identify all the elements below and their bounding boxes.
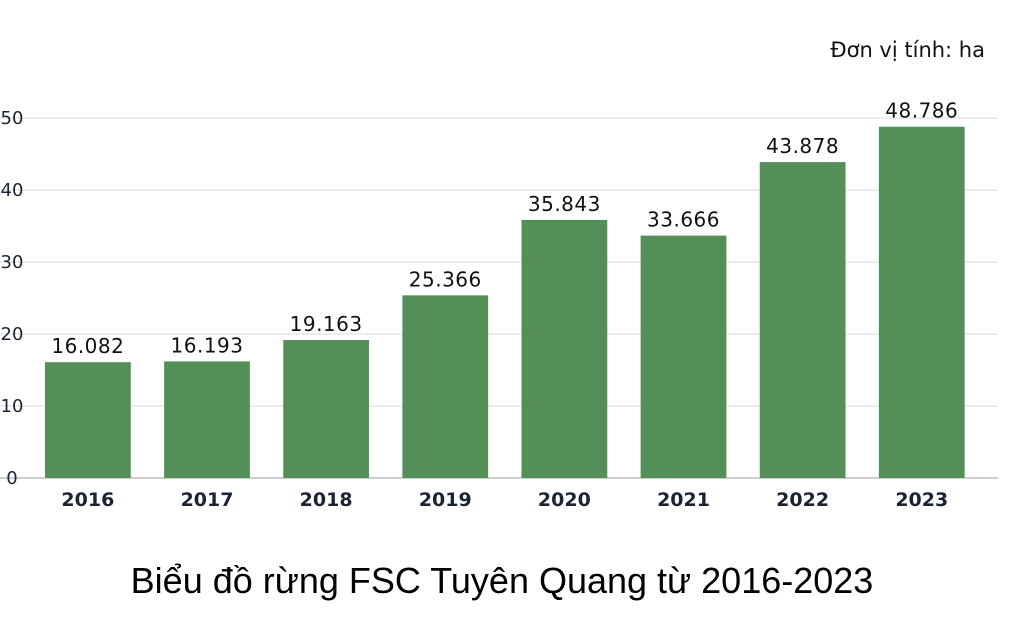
data-label: 48.786 [885,99,958,123]
data-label: 16.082 [51,334,124,358]
bar [759,162,846,478]
x-tick-label: 2019 [419,489,472,511]
bar [402,295,489,478]
y-tick-label: 20 [1,324,24,345]
x-tick-label: 2021 [657,489,710,511]
x-tick-label: 2017 [181,489,234,511]
y-tick-label: 50 [1,108,24,129]
data-label: 19.163 [290,312,363,336]
x-tick-label: 2022 [776,489,829,511]
bar [878,126,965,479]
data-label: 33.666 [647,208,720,232]
unit-label: Đơn vị tính: ha [830,38,985,62]
bar [164,361,250,478]
y-axis-ticks: 0 10 20 30 40 50 [1,108,24,489]
chart-title: Biểu đồ rừng FSC Tuyên Quang từ 2016-202… [131,560,874,601]
data-label: 25.366 [409,267,482,291]
bar [45,362,131,478]
grid-lines [0,117,998,479]
x-tick-label: 2020 [538,489,591,511]
y-tick-label: 40 [1,180,24,201]
x-axis-ticks: 2016 2017 2018 2019 2020 2021 2022 2023 [61,489,948,511]
y-tick-label: 0 [6,468,17,489]
data-labels: 16.082 16.193 19.163 25.366 35.843 33.666 43.8… [51,99,958,358]
y-tick-label: 10 [1,396,24,417]
y-tick-label: 30 [1,252,24,273]
data-label: 35.843 [528,192,601,216]
bar [521,219,608,478]
bar [283,340,370,478]
x-tick-label: 2016 [61,489,114,511]
data-label: 16.193 [171,333,244,357]
bar [640,235,727,478]
x-tick-label: 2018 [300,489,353,511]
bars [45,126,965,479]
x-tick-label: 2023 [895,489,948,511]
data-label: 43.878 [766,134,839,158]
